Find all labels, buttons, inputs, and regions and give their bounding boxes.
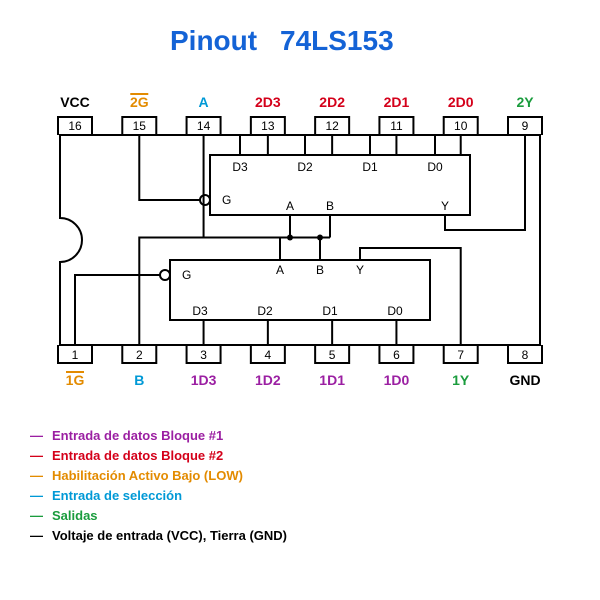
pin-name: A (199, 94, 209, 110)
pin-number: 14 (197, 119, 211, 133)
pin-number: 2 (136, 348, 143, 362)
pin-number: 8 (522, 348, 529, 362)
legend-item: Entrada de selección (52, 488, 182, 503)
legend-dash: — (30, 508, 43, 523)
pin-name: 1D1 (319, 372, 345, 388)
pin-name: GND (509, 372, 540, 388)
svg-text:D1: D1 (322, 304, 338, 318)
legend-item: Entrada de datos Bloque #2 (52, 448, 223, 463)
legend-dash: — (30, 528, 43, 543)
svg-text:D3: D3 (232, 160, 248, 174)
legend-dash: — (30, 488, 43, 503)
pin-name: 2Y (516, 94, 534, 110)
pin-number: 6 (393, 348, 400, 362)
svg-text:D2: D2 (297, 160, 313, 174)
pin-name: 2D0 (448, 94, 474, 110)
pin-number: 13 (261, 119, 275, 133)
svg-text:D1: D1 (362, 160, 378, 174)
svg-text:B: B (326, 199, 334, 213)
pin-number: 12 (325, 119, 339, 133)
svg-text:Y: Y (356, 263, 364, 277)
legend-item: Entrada de datos Bloque #1 (52, 428, 223, 443)
legend-dash: — (30, 428, 43, 443)
pin-number: 7 (457, 348, 464, 362)
legend-item: Habilitación Activo Bajo (LOW) (52, 468, 243, 483)
svg-text:G: G (222, 193, 231, 207)
pin-name: 1D2 (255, 372, 281, 388)
svg-text:D3: D3 (192, 304, 208, 318)
legend-item: Salidas (52, 508, 98, 523)
pin-name: 2D1 (384, 94, 410, 110)
pinout-diagram: Pinout74LS15316VCC152G14A132D3122D2112D1… (0, 0, 600, 560)
pin-name: 2D2 (319, 94, 345, 110)
legend-dash: — (30, 448, 43, 463)
pin-name: 1D3 (191, 372, 217, 388)
pin-number: 15 (133, 119, 147, 133)
pin-name: VCC (60, 94, 90, 110)
svg-text:G: G (182, 268, 191, 282)
pin-name: 1G (66, 372, 85, 388)
svg-text:A: A (286, 199, 294, 213)
pin-number: 16 (68, 119, 82, 133)
legend-item: Voltaje de entrada (VCC), Tierra (GND) (52, 528, 287, 543)
pin-name: 2G (130, 94, 149, 110)
svg-text:B: B (316, 263, 324, 277)
pin-number: 11 (390, 119, 403, 133)
pin-number: 10 (454, 119, 468, 133)
pin-name: 2D3 (255, 94, 281, 110)
title-prefix: Pinout (170, 25, 257, 56)
pin-number: 4 (265, 348, 272, 362)
pin-number: 3 (200, 348, 207, 362)
pin-number: 9 (522, 119, 529, 133)
legend-dash: — (30, 468, 43, 483)
pin-name: B (134, 372, 144, 388)
pin-number: 1 (72, 348, 79, 362)
svg-text:A: A (276, 263, 284, 277)
svg-text:D0: D0 (387, 304, 403, 318)
title-chip: 74LS153 (280, 25, 394, 56)
svg-text:D2: D2 (257, 304, 273, 318)
pin-name: 1Y (452, 372, 470, 388)
svg-text:Y: Y (441, 199, 449, 213)
pin-number: 5 (329, 348, 336, 362)
svg-text:D0: D0 (427, 160, 443, 174)
pin-name: 1D0 (384, 372, 410, 388)
